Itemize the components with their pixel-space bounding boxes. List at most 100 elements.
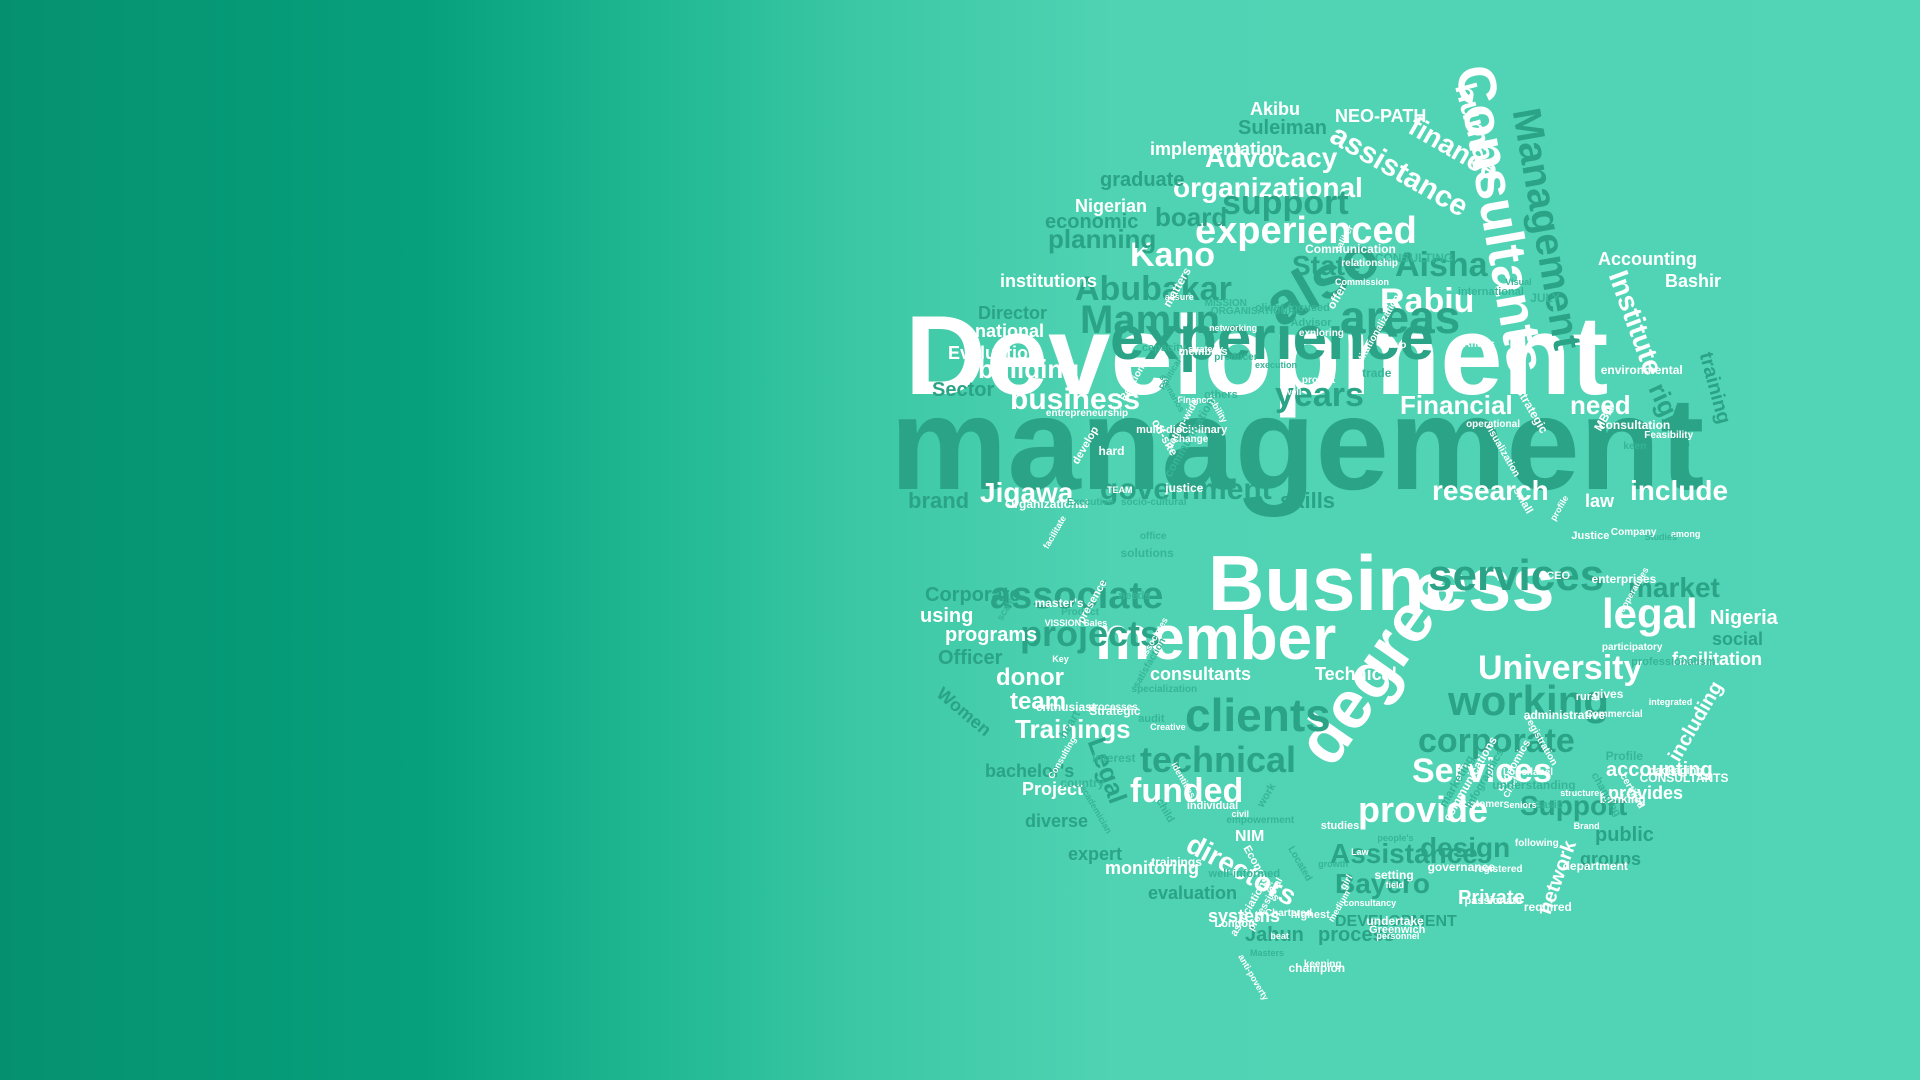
cloud-word-small: CONSULTANTS [1639,771,1729,786]
cloud-word-organizational: organizational [1173,172,1363,203]
cloud-word-small: audit [1138,712,1165,725]
cloud-word-research: research [1432,475,1549,506]
cloud-word-trainings: Trainings [1015,714,1131,744]
cloud-word-private: Private [1458,887,1525,909]
cloud-word-small: relationship [1341,258,1398,270]
cloud-word-skills: skills [1280,488,1336,513]
cloud-word-small: Studies [1644,532,1678,543]
cloud-word-associate: associate [990,575,1164,617]
cloud-word-small: country [1060,776,1105,791]
cloud-word-small: Strategic [1089,704,1141,719]
cloud-word-market: market [1628,572,1720,603]
cloud-word-nigeria: Nigeria [1710,607,1778,629]
cloud-word-small: registered [1474,864,1523,876]
cloud-word-technical-cap: Technical [1315,664,1397,684]
cloud-word-small: department [1562,859,1628,874]
cloud-word-process: process [1318,924,1395,946]
cloud-word-small: highest [1290,908,1330,921]
cloud-word-working: working [1448,677,1610,724]
cloud-word-small: interest [1092,751,1136,766]
cloud-word-officer: Officer [938,647,1003,669]
cloud-word-small: Chartered [1264,907,1313,919]
cloud-word-small: work [1255,780,1279,810]
cloud-word-experienced: experienced [1195,210,1417,252]
cloud-word-corporate-l: corporate [1418,722,1575,760]
cloud-word-institute: Institute [1602,266,1670,380]
cloud-word-small: professionalism [1631,656,1716,669]
cloud-word-small: Brand [1573,821,1600,832]
cloud-word-evaluation: Evaluation [948,343,1040,363]
cloud-word-evaluation-l: evaluation [1148,883,1238,903]
cloud-word-services-cap: Services [1412,752,1552,790]
cloud-word-government: government [1100,473,1272,506]
cloud-word-social: social [1712,629,1764,649]
cloud-word-aisha: Aisha [1395,246,1488,284]
cloud-word-small: rural [1575,691,1601,704]
cloud-word-economic: economic [1045,211,1139,233]
cloud-word-director: Director [978,303,1048,323]
cloud-word-small: Visual [1505,277,1532,288]
cloud-word-small: multi-disciplinary [1136,423,1228,436]
cloud-word-support-cap: Support [1520,790,1628,821]
cloud-word-small: members [1178,346,1228,359]
cloud-word-small: Affairs [1463,339,1495,350]
cloud-word-small: structures [1560,788,1605,799]
cloud-word-small: keen [1623,441,1647,453]
cloud-word-bashir: Bashir [1665,271,1722,291]
cloud-word-jahun: Jahun [1245,924,1304,946]
cloud-word-small: Commercial [1585,708,1643,720]
cloud-word-small: trainings [1151,855,1202,870]
cloud-word-design: design [1420,832,1511,863]
cloud-word-small: Justice [1571,529,1610,542]
cloud-word-small: Commission [1334,277,1389,288]
cloud-word-national: national [975,321,1045,341]
cloud-word-business: Business [1208,539,1555,627]
cloud-word-small: administrative [1523,707,1606,722]
cloud-word-development-caps: DEVELOPMENT [1335,913,1457,930]
cloud-word-bachelors: bachelor's [985,761,1075,781]
cloud-word-small: Communication [1305,241,1396,256]
cloud-word-small: Company [1610,527,1657,539]
cloud-word-small: personnel [1376,930,1420,941]
cloud-word-small: TEAM [1107,484,1133,495]
cloud-word-need: need [1570,390,1631,420]
cloud-word-small: Basic [1533,799,1563,812]
cloud-word-legal: legal [1602,590,1698,637]
cloud-word-including: including [1664,677,1728,766]
cloud-word-small: operational [1466,419,1520,431]
cloud-word-state: State [1292,250,1361,281]
cloud-word-expert: expert [1068,844,1123,864]
cloud-word-team: team [1010,688,1067,715]
cloud-word-small: VISSION Sales [1044,617,1108,628]
cloud-word-planning: planning [1048,224,1157,254]
cloud-word-project: Project [1022,779,1084,799]
cloud-word-small: consultancy [1343,898,1397,909]
cloud-word-small: Logo/label [1503,767,1553,779]
cloud-word-small: hard [1098,443,1125,458]
cloud-word-small: integrated [1648,696,1693,707]
cloud-word-public: public [1595,824,1654,846]
cloud-word-programs: programs [945,624,1038,646]
cloud-word-small: gives [1592,687,1624,702]
cloud-word-services: services [1428,551,1605,600]
cloud-word-small: individual [1186,799,1239,812]
cloud-word-years: years [1275,376,1364,414]
cloud-word-development: Development [905,293,1609,418]
cloud-word-small: execution [1254,360,1297,371]
cloud-word-building: building [978,354,1080,384]
cloud-word-small: international [1457,286,1524,299]
cloud-word-consultants-l: consultants [1150,664,1252,684]
cloud-word-corporate: Corporate [925,584,1021,606]
cloud-word-small: beat [1270,931,1289,942]
cloud-word-small: justice [1165,480,1204,495]
cloud-word-advocacy: Advocacy [1205,142,1338,173]
cloud-word-small: solutions [1120,545,1174,560]
cloud-word-small: Organizational [1005,496,1089,511]
cloud-word-small: master's [1034,596,1084,611]
cloud-word-sector: Sector [932,379,995,401]
cloud-word-small: trade [1362,366,1392,381]
cloud-word-brand: brand [908,488,970,513]
cloud-word-small: Greenwich [1369,923,1426,936]
cloud-word-include: include [1630,475,1729,506]
